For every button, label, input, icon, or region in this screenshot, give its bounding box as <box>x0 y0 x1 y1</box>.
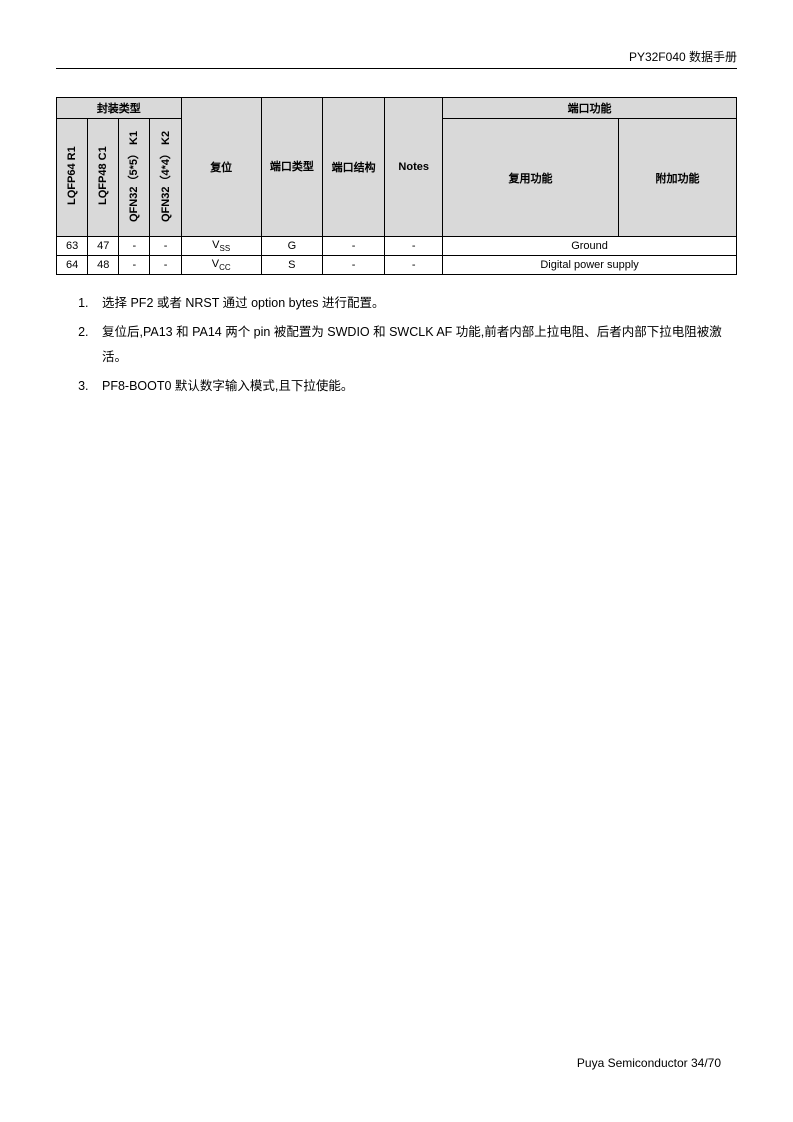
col-pkg4: QFN32（4*4） K2 <box>150 119 181 237</box>
footer-company: Puya Semiconductor <box>577 1056 688 1070</box>
cell-notes: - <box>385 256 443 275</box>
cell-pkg1: 63 <box>57 237 88 256</box>
page-footer: Puya Semiconductor 34/70 <box>577 1056 721 1070</box>
cell-pkg2: 48 <box>88 256 119 275</box>
col-reset: 复位 <box>181 98 261 237</box>
cell-port-struct: - <box>322 256 384 275</box>
cell-port-struct: - <box>322 237 384 256</box>
pin-definition-table: 封装类型 复位 端口类型 端口结构 Notes 端口功能 LQFP64 R1 L… <box>56 97 737 275</box>
cell-reset: VSS <box>181 237 261 256</box>
cell-pkg4: - <box>150 256 181 275</box>
cell-port-type: S <box>261 256 322 275</box>
col-add-func: 附加功能 <box>618 119 736 237</box>
cell-pkg4: - <box>150 237 181 256</box>
col-group-package: 封装类型 <box>57 98 182 119</box>
footnotes-list: 选择 PF2 或者 NRST 通过 option bytes 进行配置。 复位后… <box>92 291 737 399</box>
col-notes: Notes <box>385 98 443 237</box>
footnote-item: 复位后,PA13 和 PA14 两个 pin 被配置为 SWDIO 和 SWCL… <box>92 320 737 370</box>
col-alt-func: 复用功能 <box>443 119 619 237</box>
cell-pkg3: - <box>119 237 150 256</box>
page-header: PY32F040 数据手册 <box>56 48 737 69</box>
table-header-row1: 封装类型 复位 端口类型 端口结构 Notes 端口功能 <box>57 98 737 119</box>
cell-pkg1: 64 <box>57 256 88 275</box>
footnote-item: PF8-BOOT0 默认数字输入模式,且下拉使能。 <box>92 374 737 399</box>
cell-port-type: G <box>261 237 322 256</box>
col-port-type: 端口类型 <box>261 98 322 237</box>
col-pkg1: LQFP64 R1 <box>57 119 88 237</box>
footnote-item: 选择 PF2 或者 NRST 通过 option bytes 进行配置。 <box>92 291 737 316</box>
content-area: 封装类型 复位 端口类型 端口结构 Notes 端口功能 LQFP64 R1 L… <box>56 97 737 399</box>
cell-pkg3: - <box>119 256 150 275</box>
col-pkg3: QFN32（5*5） K1 <box>119 119 150 237</box>
footer-page: 34/70 <box>691 1056 721 1070</box>
col-pkg2: LQFP48 C1 <box>88 119 119 237</box>
table-row: 64 48 - - VCC S - - Digital power supply <box>57 256 737 275</box>
cell-reset: VCC <box>181 256 261 275</box>
cell-func: Ground <box>443 237 737 256</box>
cell-pkg2: 47 <box>88 237 119 256</box>
table-row: 63 47 - - VSS G - - Ground <box>57 237 737 256</box>
doc-title: PY32F040 数据手册 <box>629 50 737 64</box>
col-port-struct: 端口结构 <box>322 98 384 237</box>
cell-notes: - <box>385 237 443 256</box>
col-group-port-function: 端口功能 <box>443 98 737 119</box>
cell-func: Digital power supply <box>443 256 737 275</box>
